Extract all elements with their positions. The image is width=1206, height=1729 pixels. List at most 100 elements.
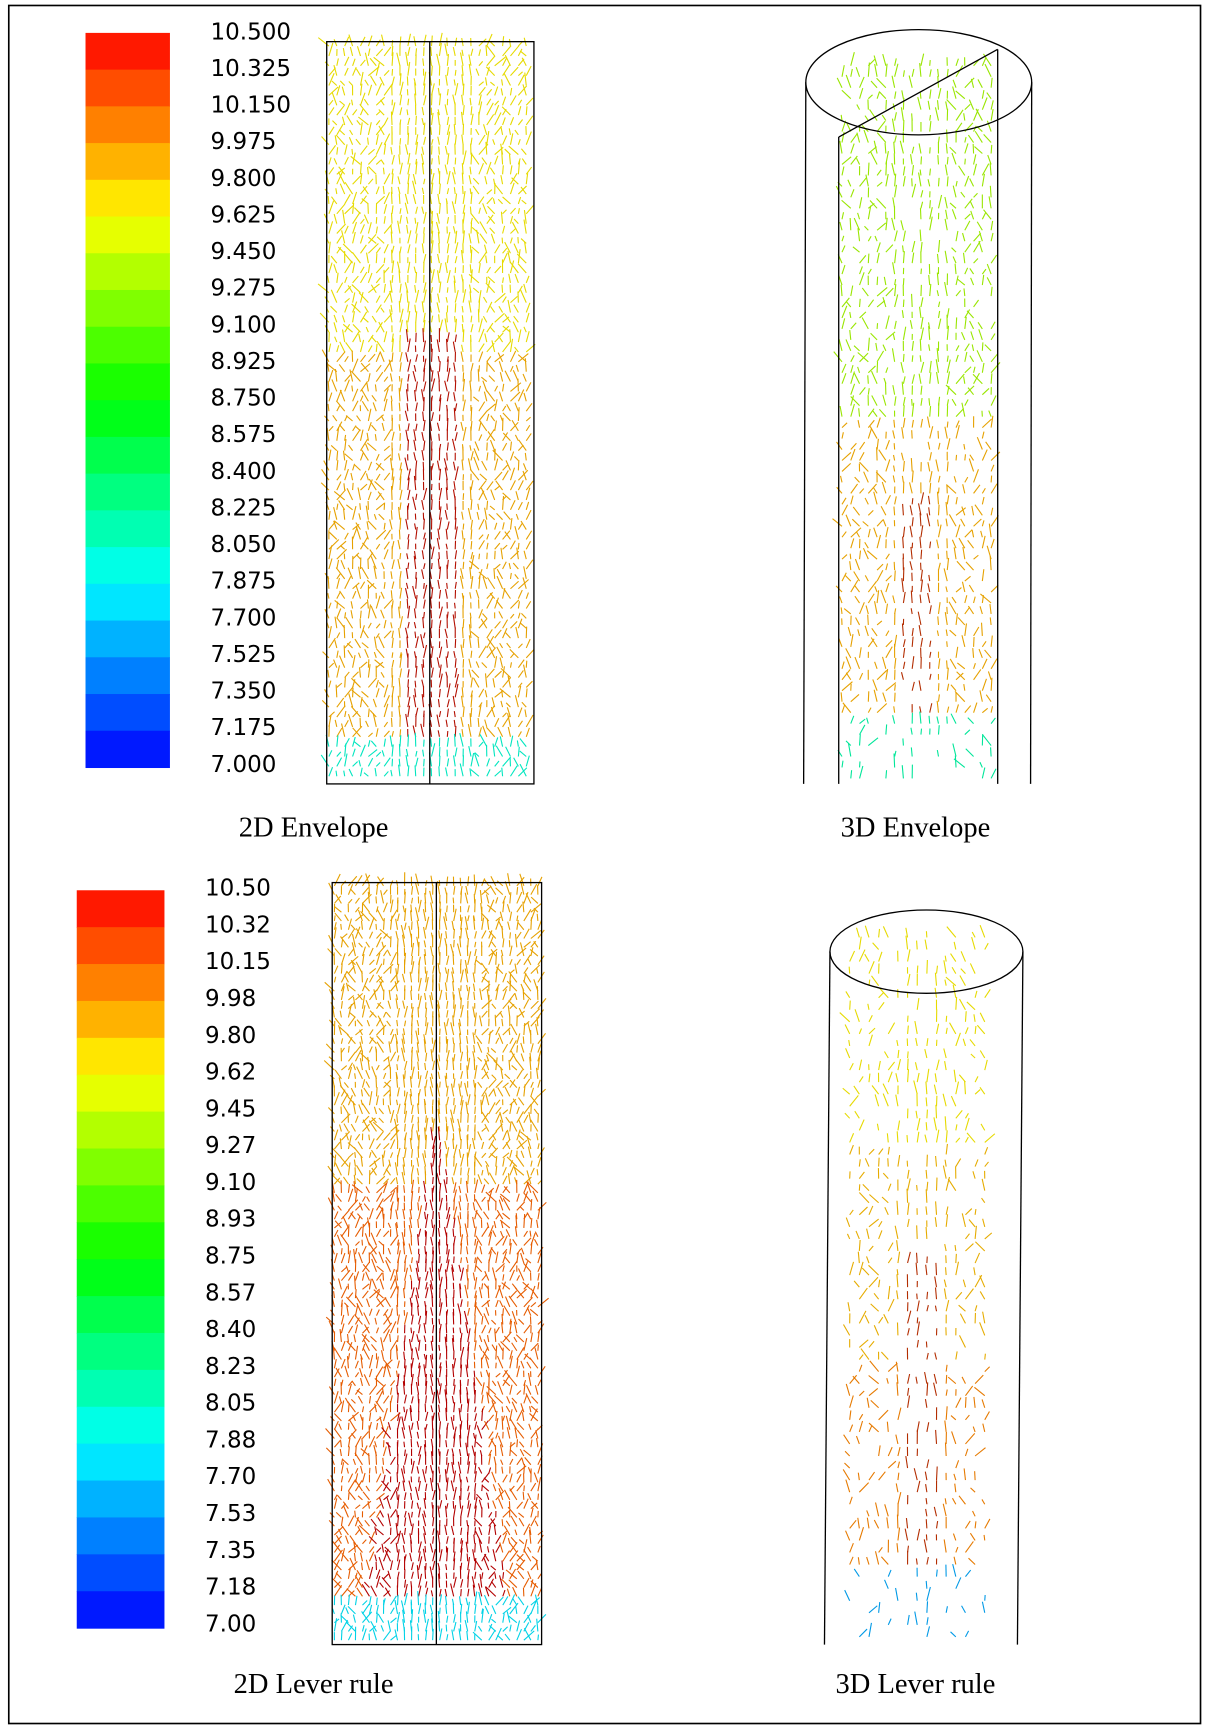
vector <box>390 191 393 204</box>
vector <box>517 263 527 274</box>
vector <box>389 290 393 303</box>
vector <box>354 1435 362 1448</box>
vector <box>362 629 369 639</box>
vector <box>502 1186 508 1194</box>
vector <box>964 77 975 89</box>
vector <box>370 740 377 747</box>
vector <box>867 428 873 439</box>
vector <box>873 689 878 702</box>
vector <box>354 875 363 887</box>
vector <box>462 561 465 570</box>
vector <box>867 253 870 264</box>
vector <box>937 155 940 165</box>
vector <box>382 1072 387 1080</box>
vector <box>410 1492 413 1500</box>
vector <box>876 534 882 549</box>
vector <box>892 595 896 604</box>
vector <box>345 1296 356 1308</box>
vector <box>517 542 520 550</box>
vector <box>469 188 472 195</box>
vector <box>467 1461 471 1474</box>
vector <box>328 392 333 402</box>
vector <box>530 1482 537 1492</box>
vector <box>514 434 519 441</box>
vector <box>490 233 496 244</box>
vector <box>368 148 375 156</box>
vector <box>853 571 861 582</box>
vector <box>382 1408 388 1422</box>
vector <box>495 966 504 974</box>
vector <box>462 426 467 441</box>
vector <box>483 1068 490 1080</box>
vector <box>361 691 369 698</box>
vector <box>423 632 426 639</box>
vector <box>475 661 480 668</box>
vector <box>867 268 872 275</box>
vector <box>344 677 346 688</box>
vector <box>390 571 393 579</box>
vector <box>429 305 433 313</box>
vector <box>359 1367 363 1378</box>
vector <box>371 1167 377 1176</box>
vector <box>363 1339 370 1351</box>
vector <box>515 1213 518 1220</box>
vector <box>495 1490 505 1501</box>
vector <box>885 668 889 680</box>
vector <box>404 1312 408 1325</box>
vector <box>885 315 890 330</box>
vector <box>523 1297 533 1308</box>
vector <box>520 1042 525 1053</box>
vector <box>407 621 410 629</box>
vector <box>488 1225 494 1237</box>
vector <box>465 1101 469 1115</box>
vector <box>857 352 869 363</box>
vector <box>875 342 878 351</box>
vector <box>861 317 869 330</box>
vector <box>376 1272 383 1281</box>
vector <box>422 58 425 66</box>
vector <box>492 1134 497 1141</box>
vector <box>446 699 450 708</box>
vector <box>437 231 440 244</box>
vector <box>454 403 458 412</box>
vector <box>345 341 354 353</box>
vector <box>375 264 385 274</box>
vector <box>407 230 412 244</box>
vector <box>336 147 339 155</box>
vector <box>383 738 386 747</box>
vector <box>518 1318 525 1325</box>
vector <box>894 657 897 669</box>
vector <box>478 571 488 580</box>
vector <box>376 236 385 244</box>
vector <box>515 513 519 520</box>
vector <box>495 1432 499 1439</box>
vector <box>491 1471 497 1483</box>
vector <box>460 1153 465 1167</box>
vector <box>344 260 353 274</box>
vector <box>468 233 472 244</box>
vector <box>438 1013 441 1027</box>
vector <box>395 1099 399 1106</box>
vector <box>415 354 419 362</box>
vector <box>479 221 488 234</box>
vector <box>405 429 409 441</box>
vector <box>943 568 948 582</box>
vector <box>478 609 483 619</box>
vector <box>414 93 417 106</box>
vector <box>421 301 425 313</box>
vector <box>376 1492 385 1501</box>
vector <box>522 1036 525 1044</box>
vector <box>333 1211 339 1220</box>
vector <box>534 1231 539 1237</box>
vector <box>850 68 853 77</box>
vector <box>838 638 843 648</box>
vector <box>446 651 449 658</box>
vector <box>342 450 346 461</box>
vector <box>328 262 333 274</box>
vector <box>328 545 333 560</box>
vector <box>502 1109 509 1115</box>
vector <box>481 1141 485 1150</box>
vector <box>929 360 932 373</box>
vector <box>421 243 425 254</box>
vector <box>363 1203 370 1211</box>
